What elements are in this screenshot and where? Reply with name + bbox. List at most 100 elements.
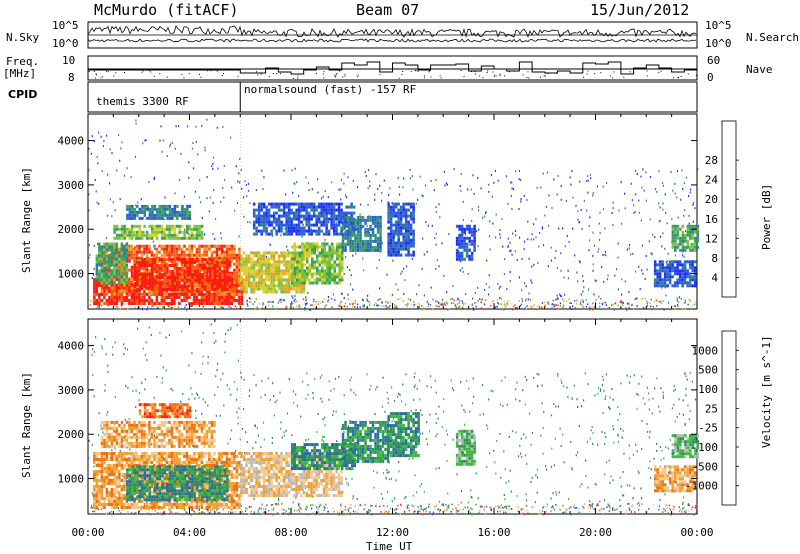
nave-dot (479, 75, 481, 77)
power-panel-cell (125, 254, 129, 258)
power-panel-cell (344, 230, 347, 234)
power-panel-cell (676, 263, 679, 267)
power-panel-cell (168, 204, 172, 208)
power-panel-cell (143, 224, 146, 228)
power-panel-cell (260, 266, 263, 270)
power-panel-cell (366, 245, 370, 249)
power-panel-cell (260, 202, 263, 206)
power-panel-cell (201, 261, 204, 264)
power-panel-cell (240, 287, 243, 291)
power-panel-cell (302, 229, 306, 233)
power-panel-speckle (577, 210, 579, 213)
power-panel-cell (218, 302, 221, 305)
power-panel-cell (315, 232, 318, 236)
power-panel-cell (140, 233, 144, 237)
power-panel-cell (183, 288, 187, 291)
power-panel-cell (356, 248, 360, 252)
power-panel-speckle (415, 293, 418, 296)
power-panel-cell (321, 278, 324, 282)
power-panel-cell (143, 233, 146, 237)
power-panel-cell (158, 227, 161, 231)
power-panel-cell (113, 269, 116, 273)
power-panel-cell (293, 266, 296, 270)
power-panel-cell (123, 230, 126, 234)
power-panel-cell (195, 302, 199, 305)
power-panel-speckle (612, 207, 614, 210)
power-panel-ground-scatter (495, 305, 498, 308)
power-panel-speckle (307, 292, 309, 295)
nave-dot (336, 72, 338, 74)
power-panel-cell (125, 259, 129, 263)
power-panel-speckle (537, 262, 539, 265)
power-panel-speckle (198, 305, 200, 308)
power-panel-cell (344, 218, 347, 222)
power-panel-cell (105, 272, 109, 276)
power-panel-cell (206, 270, 209, 273)
power-panel-speckle (305, 304, 307, 306)
power-panel-speckle (341, 292, 343, 295)
power-panel-cell (160, 302, 164, 305)
power-panel-cell (103, 281, 106, 285)
power-panel-cell (684, 239, 687, 243)
power-panel-speckle (548, 194, 550, 197)
power-panel-speckle (130, 176, 132, 179)
power-panel-speckle (435, 178, 437, 181)
nave-dot (414, 70, 416, 72)
power-panel-speckle (681, 254, 684, 257)
power-panel-cell (303, 272, 306, 276)
power-panel-ground-scatter (97, 305, 99, 307)
power-panel-cell (123, 268, 126, 272)
power-panel-speckle (495, 213, 497, 216)
power-panel-cell (128, 268, 131, 272)
power-panel-speckle (243, 196, 245, 199)
power-panel-ground-scatter (324, 307, 327, 309)
power-panel-speckle (95, 190, 97, 193)
power-panel-cell (108, 281, 111, 285)
power-panel-cell (183, 265, 186, 269)
power-panel-cell (245, 275, 248, 279)
power-panel-speckle (350, 274, 352, 277)
power-panel-cell (145, 299, 149, 302)
power-panel-cell (226, 288, 229, 291)
power-panel-cell (691, 230, 695, 234)
power-panel-cell (359, 227, 362, 231)
power-panel-ground-scatter (89, 304, 91, 306)
power-panel-cell (310, 202, 313, 206)
power-panel-speckle (439, 216, 441, 219)
power-panel-cell (374, 248, 377, 252)
power-panel-cell (145, 250, 149, 254)
power-panel-cell (188, 264, 192, 267)
power-panel-speckle (199, 201, 202, 204)
power-panel-speckle (322, 195, 324, 198)
power-panel-cell (291, 257, 294, 261)
power-panel-cell (331, 248, 334, 252)
power-panel-ground-scatter (459, 299, 461, 302)
power-panel-speckle (596, 185, 598, 188)
power-panel-cell (198, 256, 201, 260)
power-panel-cell (165, 227, 169, 231)
power-panel-ground-scatter (385, 308, 387, 311)
power-panel-speckle (171, 141, 173, 144)
power-panel-cell (155, 289, 159, 293)
power-panel-cell (130, 230, 134, 234)
power-panel-cell (364, 245, 367, 249)
power-panel-cell (93, 287, 96, 290)
power-panel-speckle (411, 175, 413, 178)
power-panel-cell (170, 289, 174, 293)
cpid-panel (87, 81, 698, 113)
power-panel-cell (110, 296, 114, 299)
power-panel-speckle (568, 240, 570, 243)
power-panel-cell (671, 269, 674, 273)
power-panel-cell (176, 276, 179, 279)
power-panel-cell (205, 296, 209, 299)
power-panel-cell (105, 250, 109, 254)
power-panel-speckle (349, 303, 351, 306)
power-panel-cell (131, 207, 134, 211)
power-panel-speckle (448, 233, 450, 236)
power-panel-speckle (111, 215, 113, 218)
power-panel-cell (203, 278, 206, 281)
power-panel-cell (374, 239, 377, 243)
power-panel-cell (389, 211, 393, 215)
power-panel-cell (412, 220, 415, 224)
power-panel-cell (277, 284, 281, 288)
